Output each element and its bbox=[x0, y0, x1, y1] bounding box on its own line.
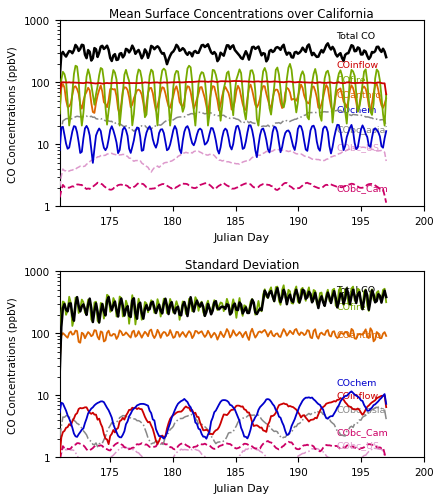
Y-axis label: CO Concentrations (ppbV): CO Concentrations (ppbV) bbox=[8, 46, 18, 182]
Text: COchem: COchem bbox=[336, 379, 377, 388]
Text: COfire: COfire bbox=[336, 303, 366, 312]
Text: COanthro: COanthro bbox=[336, 91, 381, 100]
Text: CObc_US: CObc_US bbox=[336, 143, 380, 152]
X-axis label: Julian Day: Julian Day bbox=[214, 232, 270, 242]
Text: COinflow: COinflow bbox=[336, 61, 379, 70]
Text: CObc_Cam: CObc_Cam bbox=[336, 184, 388, 193]
Text: COfire: COfire bbox=[336, 76, 366, 85]
X-axis label: Julian Day: Julian Day bbox=[214, 482, 270, 492]
Title: Mean Surface Concentrations over California: Mean Surface Concentrations over Califor… bbox=[110, 9, 374, 21]
Text: CObc_asia: CObc_asia bbox=[336, 124, 386, 133]
Title: Standard Deviation: Standard Deviation bbox=[185, 259, 299, 272]
Text: Total CO: Total CO bbox=[336, 32, 376, 41]
Text: Total CO: Total CO bbox=[336, 286, 376, 295]
Text: COchem: COchem bbox=[336, 106, 377, 115]
Text: CObc_asia: CObc_asia bbox=[336, 405, 386, 414]
Text: CObc_Cam: CObc_Cam bbox=[336, 427, 388, 436]
Text: COinflow: COinflow bbox=[336, 392, 379, 401]
Text: COanthro: COanthro bbox=[336, 330, 381, 339]
Text: CObc_US: CObc_US bbox=[336, 440, 380, 449]
Y-axis label: CO Concentrations (ppbV): CO Concentrations (ppbV) bbox=[8, 296, 18, 433]
